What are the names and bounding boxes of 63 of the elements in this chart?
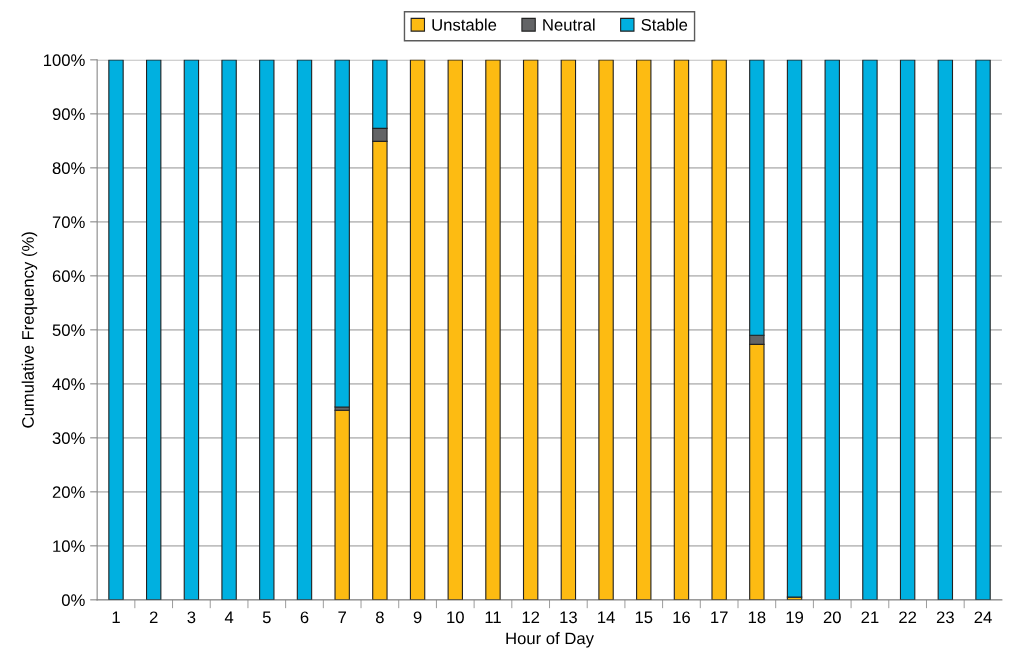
bar: [862, 59, 878, 600]
x-tick-label: 18: [748, 611, 766, 624]
bar: [899, 59, 916, 600]
bar: [522, 59, 539, 600]
bar: [145, 59, 162, 600]
y-tick-label: 60%: [52, 270, 85, 283]
x-tick-label: 5: [262, 611, 271, 624]
y-tick-label: 100%: [43, 54, 85, 67]
y-tick-label: 50%: [52, 324, 85, 337]
y-tick-label: 20%: [52, 486, 85, 499]
bar: [334, 409, 350, 600]
bar: [560, 59, 577, 600]
x-tick-label: 1: [112, 611, 120, 624]
bar: [598, 59, 614, 600]
bar: [975, 59, 991, 600]
x-tick-label: 20: [823, 611, 841, 624]
x-tick-label: 21: [861, 611, 879, 624]
bar: [636, 59, 652, 600]
x-tick-label: 23: [936, 611, 954, 624]
legend-label: Stable: [641, 18, 688, 31]
x-tick-label: 17: [711, 611, 728, 624]
y-tick-label: 0%: [61, 594, 85, 607]
y-tick-label: 80%: [52, 162, 85, 175]
legend-label: Neutral: [543, 18, 595, 31]
x-tick-label: 12: [522, 611, 540, 624]
bar: [409, 59, 426, 600]
x-tick-label: 14: [598, 611, 615, 624]
bar: [447, 59, 463, 600]
legend-label: Unstable: [432, 18, 497, 31]
x-tick-label: 4: [224, 611, 234, 624]
x-tick-label: 8: [375, 611, 384, 624]
x-tick-label: 11: [485, 611, 501, 624]
bar: [259, 59, 275, 600]
x-tick-label: 22: [899, 611, 917, 624]
x-tick-label: 2: [149, 611, 158, 624]
bar: [711, 59, 727, 600]
x-tick-label: 3: [187, 611, 196, 624]
y-tick-label: 10%: [53, 540, 85, 553]
bar: [108, 59, 124, 600]
y-tick-label: 30%: [52, 432, 85, 445]
x-axis-title: Hour of Day: [506, 632, 594, 648]
x-tick-label: 19: [786, 611, 804, 624]
y-tick-label: 40%: [52, 378, 85, 391]
x-tick-label: 24: [974, 611, 992, 624]
x-tick-label: 13: [560, 611, 577, 624]
y-tick-label: 70%: [52, 216, 85, 229]
y-axis-title: Cumulative Frequency (%): [21, 232, 38, 428]
bar: [786, 59, 803, 598]
bar: [183, 59, 200, 600]
bar: [937, 59, 954, 600]
x-tick-label: 16: [673, 611, 690, 624]
bar: [334, 59, 350, 408]
x-tick-label: 7: [338, 611, 346, 624]
x-tick-label: 10: [447, 611, 464, 624]
x-tick-label: 15: [635, 611, 653, 624]
bar: [824, 59, 840, 600]
bar: [296, 59, 313, 600]
x-tick-label: 9: [413, 611, 422, 624]
bar: [485, 59, 501, 600]
bar: [673, 59, 690, 600]
x-tick-label: 6: [300, 611, 309, 624]
bar: [221, 59, 237, 600]
y-tick-label: 90%: [52, 108, 85, 121]
